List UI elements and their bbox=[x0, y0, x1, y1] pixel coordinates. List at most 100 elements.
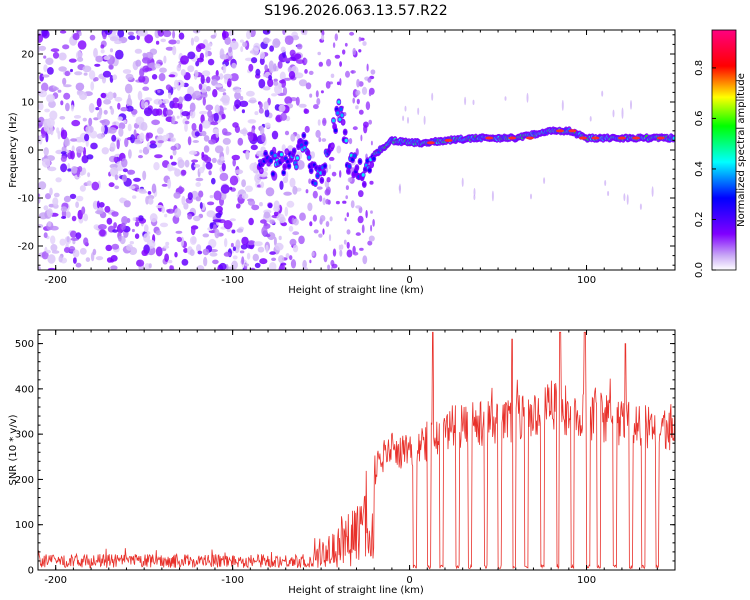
noise-blob bbox=[60, 129, 68, 140]
noise-blob bbox=[254, 111, 259, 116]
noise-blob bbox=[214, 84, 224, 88]
streak-blob bbox=[639, 203, 642, 210]
y-tick-label: 300 bbox=[15, 430, 34, 441]
noise-blob bbox=[57, 89, 62, 93]
noise-blob bbox=[349, 31, 355, 36]
signal-core bbox=[322, 170, 326, 175]
noise-blob bbox=[127, 94, 131, 103]
streak-blob bbox=[417, 107, 420, 116]
noise-blob bbox=[103, 99, 112, 105]
noise-blob bbox=[144, 224, 149, 233]
noise-blob bbox=[155, 108, 163, 116]
signal-core bbox=[280, 157, 285, 162]
noise-blob bbox=[209, 195, 214, 199]
noise-blob bbox=[234, 169, 244, 175]
noise-blob bbox=[95, 210, 104, 215]
noise-blob bbox=[274, 242, 284, 251]
noise-blob bbox=[180, 55, 189, 65]
noise-blob bbox=[223, 220, 233, 230]
noise-blob bbox=[172, 97, 179, 103]
noise-blob bbox=[121, 158, 128, 168]
noise-blob bbox=[281, 144, 286, 152]
noise-blob bbox=[267, 203, 273, 209]
noise-blob bbox=[219, 172, 229, 182]
noise-blob bbox=[279, 71, 286, 81]
noise-blob bbox=[149, 143, 157, 149]
noise-blob bbox=[172, 149, 177, 156]
noise-blob bbox=[138, 75, 146, 83]
noise-blob bbox=[344, 42, 348, 47]
x-tick-label: 100 bbox=[577, 575, 596, 586]
noise-blob bbox=[228, 30, 235, 36]
streak-blob bbox=[504, 96, 507, 101]
noise-blob bbox=[329, 216, 333, 222]
noise-blob bbox=[189, 249, 195, 256]
noise-blob bbox=[99, 120, 106, 124]
noise-blob bbox=[60, 155, 67, 162]
x-tick-label: 0 bbox=[406, 575, 412, 586]
noise-blob bbox=[195, 44, 202, 53]
colorbar-tick-label: 0.8 bbox=[694, 60, 705, 76]
snr-x-label: Height of straight line (km) bbox=[288, 585, 424, 596]
noise-blob bbox=[85, 257, 91, 262]
noise-blob bbox=[232, 122, 239, 128]
noise-blob bbox=[207, 58, 215, 66]
noise-blob bbox=[248, 99, 257, 103]
noise-blob bbox=[171, 265, 175, 270]
streak-blob bbox=[604, 180, 607, 186]
noise-blob bbox=[259, 202, 263, 207]
noise-blob bbox=[327, 264, 331, 270]
noise-blob bbox=[139, 190, 148, 194]
noise-blob bbox=[58, 66, 67, 72]
noise-blob bbox=[159, 104, 166, 108]
noise-blob bbox=[177, 159, 185, 169]
colorbar-ticks: 0.0 0.2 0.4 0.6 0.8 bbox=[694, 60, 716, 278]
noise-blob bbox=[298, 103, 307, 108]
noise-blob bbox=[137, 90, 143, 101]
signal-peak bbox=[617, 136, 626, 140]
noise-blob bbox=[50, 244, 58, 252]
noise-blob bbox=[261, 133, 266, 143]
noise-blob bbox=[97, 224, 107, 230]
streak-blob bbox=[543, 177, 546, 185]
colorbar-tick-label: 0.0 bbox=[694, 262, 705, 278]
noise-blob bbox=[105, 244, 113, 252]
noise-blob bbox=[70, 150, 75, 160]
noise-blob bbox=[187, 51, 196, 60]
signal-core bbox=[361, 173, 365, 177]
noise-blob bbox=[116, 139, 120, 150]
noise-blob bbox=[52, 197, 59, 207]
noise-blob bbox=[82, 117, 87, 122]
noise-blob bbox=[187, 86, 195, 96]
streak-blob bbox=[461, 177, 464, 187]
noise-blob bbox=[255, 68, 261, 76]
noise-blob bbox=[355, 90, 361, 96]
noise-blob bbox=[155, 40, 160, 45]
noise-blob bbox=[165, 241, 170, 246]
noise-blob bbox=[360, 134, 363, 142]
noise-blob bbox=[189, 102, 196, 112]
noise-blob bbox=[260, 51, 265, 60]
noise-blob bbox=[258, 78, 266, 89]
noise-blob bbox=[60, 163, 68, 173]
noise-blob bbox=[138, 215, 144, 222]
noise-blob bbox=[305, 189, 309, 194]
noise-blob bbox=[88, 70, 96, 80]
noise-blob bbox=[135, 59, 142, 67]
noise-blob bbox=[75, 201, 79, 208]
noise-blob bbox=[352, 126, 358, 131]
noise-blob bbox=[174, 251, 178, 258]
noise-blob bbox=[70, 138, 78, 142]
noise-blob bbox=[109, 65, 113, 70]
signal-core bbox=[323, 164, 327, 168]
noise-blob bbox=[221, 162, 226, 172]
noise-blob bbox=[345, 185, 349, 191]
noise-blob bbox=[195, 196, 201, 202]
noise-blob bbox=[68, 58, 77, 63]
noise-blob bbox=[212, 219, 222, 223]
noise-blob bbox=[91, 181, 100, 191]
noise-blob bbox=[50, 225, 59, 231]
noise-blob bbox=[79, 247, 87, 255]
noise-blob bbox=[46, 208, 53, 218]
noise-blob bbox=[339, 78, 342, 86]
